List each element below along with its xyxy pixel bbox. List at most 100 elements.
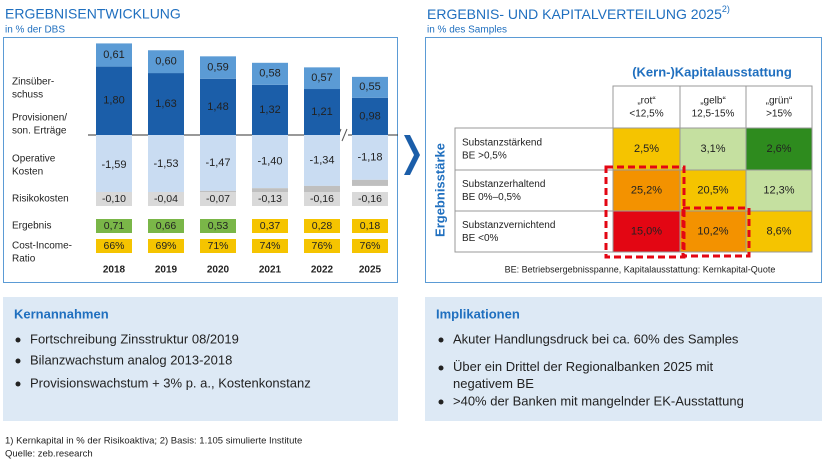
title-text: ERGEBNIS- UND KAPITALVERTEILUNG 2025 — [427, 6, 722, 22]
bullet — [438, 399, 444, 405]
bullet — [15, 381, 21, 387]
bar-segment — [252, 84, 288, 135]
bullet-text: Über ein Drittel der Regionalbanken 2025… — [453, 359, 714, 391]
assumptions-title: Kernannahmen — [14, 306, 109, 321]
right-title: ERGEBNIS- UND KAPITALVERTEILUNG 20252) — [427, 4, 730, 21]
summary-label: 0,28 — [312, 220, 333, 232]
value-label: 0,57 — [311, 72, 332, 84]
left-subtitle: in % der DBS — [5, 25, 65, 36]
assumptions-box — [3, 297, 398, 421]
value-label: 0,59 — [207, 61, 228, 73]
x-tick-label: 2025 — [359, 265, 382, 276]
column-header-cell — [612, 85, 681, 129]
summary-label: 0,18 — [360, 220, 381, 232]
summary-box — [252, 239, 288, 253]
bullet — [438, 365, 444, 371]
value-label: 1,48 — [207, 101, 228, 113]
heat-cell — [679, 127, 747, 171]
bar-segment — [96, 135, 132, 196]
summary-label: 69% — [155, 240, 176, 252]
row-header: Substanzerhaltend BE 0%–0,5% — [462, 179, 545, 203]
summary-box — [352, 239, 388, 253]
bar-segment — [252, 135, 288, 189]
value-label: -1,59 — [101, 159, 126, 171]
row-label: Ergebnis — [12, 221, 51, 232]
label-bg — [96, 192, 132, 206]
summary-box — [352, 219, 388, 233]
row-header-cell — [454, 210, 614, 253]
bar-segment — [200, 78, 236, 135]
heat-cell — [612, 127, 681, 171]
summary-label: 0,53 — [208, 220, 229, 232]
summary-label: 71% — [207, 240, 228, 252]
summary-box — [252, 219, 288, 233]
label-bg — [252, 192, 288, 206]
value-label: 0,61 — [103, 49, 124, 61]
cell-label: 2,5% — [634, 143, 659, 155]
arrow — [404, 135, 420, 175]
bar-segment — [304, 89, 340, 135]
bar-segment — [252, 188, 288, 194]
implications-box — [425, 297, 822, 421]
series-label: Zinsüber-schuss — [12, 76, 54, 100]
column-header-cell — [679, 85, 747, 129]
highlight — [681, 206, 751, 258]
heat-cell — [612, 210, 681, 253]
bullet — [15, 358, 21, 364]
series-label: Operative Kosten — [12, 153, 56, 177]
value-label: -0,07 — [206, 193, 230, 205]
summary-box — [304, 239, 340, 253]
summary-box — [200, 219, 236, 233]
value-label: -1,40 — [257, 156, 282, 168]
heat-cell — [745, 127, 813, 171]
x-tick-label: 2022 — [311, 265, 334, 276]
left-title: ERGEBNISENTWICKLUNG — [5, 6, 181, 22]
row-label: Cost-Income-Ratio — [12, 240, 72, 264]
value-label: -0,04 — [154, 193, 178, 205]
value-label: -0,16 — [310, 193, 334, 205]
x-tick-label: 2020 — [207, 265, 230, 276]
heat-cell — [745, 210, 813, 253]
value-label: -1,18 — [357, 151, 382, 163]
bar-segment — [148, 50, 184, 74]
value-label: -0,10 — [102, 193, 126, 205]
bar-segment — [304, 67, 340, 90]
x-tick-label: 2019 — [155, 265, 178, 276]
value-label: 1,63 — [155, 98, 176, 110]
column-header-cell — [745, 85, 813, 129]
heat-cell — [679, 169, 747, 212]
cell-label: 15,0% — [631, 225, 662, 237]
value-label: 1,32 — [259, 104, 280, 116]
cell-label: 12,3% — [763, 184, 794, 196]
summary-label: 0,37 — [260, 220, 281, 232]
value-label: -1,34 — [309, 154, 334, 166]
summary-box — [96, 219, 132, 233]
bar-segment — [304, 135, 340, 186]
axis-break — [341, 128, 348, 142]
label-bg — [352, 192, 388, 206]
column-header: „gelb“ 12,5-15% — [692, 95, 735, 119]
cell-label: 3,1% — [700, 143, 725, 155]
row-header-cell — [454, 127, 614, 171]
row-header: Substanzstärkend BE >0,5% — [462, 137, 542, 161]
right-subtitle: in % des Samples — [427, 25, 507, 36]
bar-segment — [96, 66, 132, 135]
bar-segment — [96, 43, 132, 67]
value-label: 0,58 — [259, 68, 280, 80]
summary-label: 66% — [103, 240, 124, 252]
bar-segment — [252, 62, 288, 85]
value-label: 0,60 — [155, 56, 176, 68]
bar-segment — [352, 135, 388, 180]
footnote: 1) Kernkapital in % der Risikoaktiva; 2)… — [5, 436, 302, 447]
x-tick-label: 2018 — [103, 265, 126, 276]
value-label: -0,13 — [258, 193, 282, 205]
summary-box — [304, 219, 340, 233]
value-label: 0,55 — [359, 81, 380, 93]
label-bg — [200, 192, 236, 206]
series-label: Risikokosten — [12, 194, 69, 205]
value-label: 1,21 — [311, 106, 332, 118]
bar-segment — [200, 135, 236, 191]
cell-label: 8,6% — [766, 225, 791, 237]
heatmap-note: BE: Betriebsergebnisspanne, Kapitalausst… — [505, 264, 776, 274]
